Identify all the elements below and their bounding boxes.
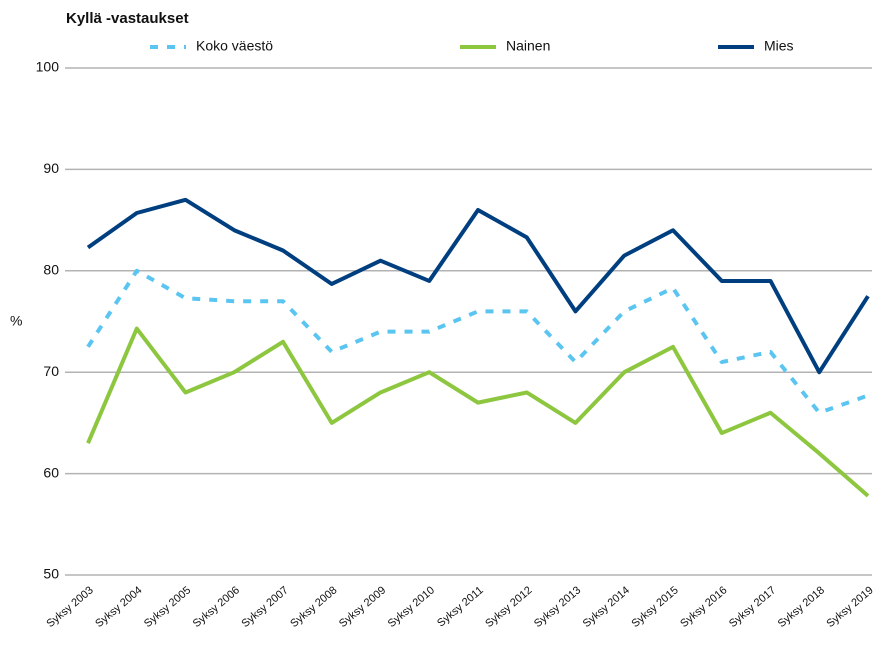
x-tick-label: Syksy 2009 [337,584,388,630]
y-tick-label: 70 [43,363,59,379]
y-axis-label: % [10,313,22,329]
x-tick-label: Syksy 2005 [142,584,193,630]
x-tick-label: Syksy 2007 [240,584,291,630]
legend-label: Koko väestö [196,38,273,54]
legend-label: Mies [764,38,794,54]
series-line [86,268,869,415]
legend-label: Nainen [506,38,550,54]
x-tick-label: Syksy 2017 [727,584,778,630]
x-tick-label: Syksy 2016 [678,584,729,630]
x-tick-label: Syksy 2010 [386,584,437,630]
x-tick-label: Syksy 2018 [776,584,827,630]
chart-title: Kyllä -vastaukset [66,10,189,27]
x-tick-label: Syksy 2014 [581,584,632,630]
x-tick-label: Syksy 2003 [45,584,96,630]
x-tick-label: Syksy 2006 [191,584,242,630]
x-tick-label: Syksy 2012 [483,584,534,630]
x-tick-label: Syksy 2011 [435,584,486,629]
y-tick-label: 50 [43,566,59,582]
series-line [86,326,870,498]
x-tick-label: Syksy 2008 [288,584,339,630]
series-line [86,197,870,375]
y-tick-label: 60 [43,464,59,480]
x-tick-label: Syksy 2013 [532,584,583,630]
y-tick-label: 100 [36,59,60,75]
x-tick-label: Syksy 2019 [825,584,876,630]
x-tick-label: Syksy 2004 [93,584,144,630]
y-tick-label: 80 [43,262,59,278]
y-tick-label: 90 [43,160,59,176]
x-tick-label: Syksy 2015 [630,584,681,630]
